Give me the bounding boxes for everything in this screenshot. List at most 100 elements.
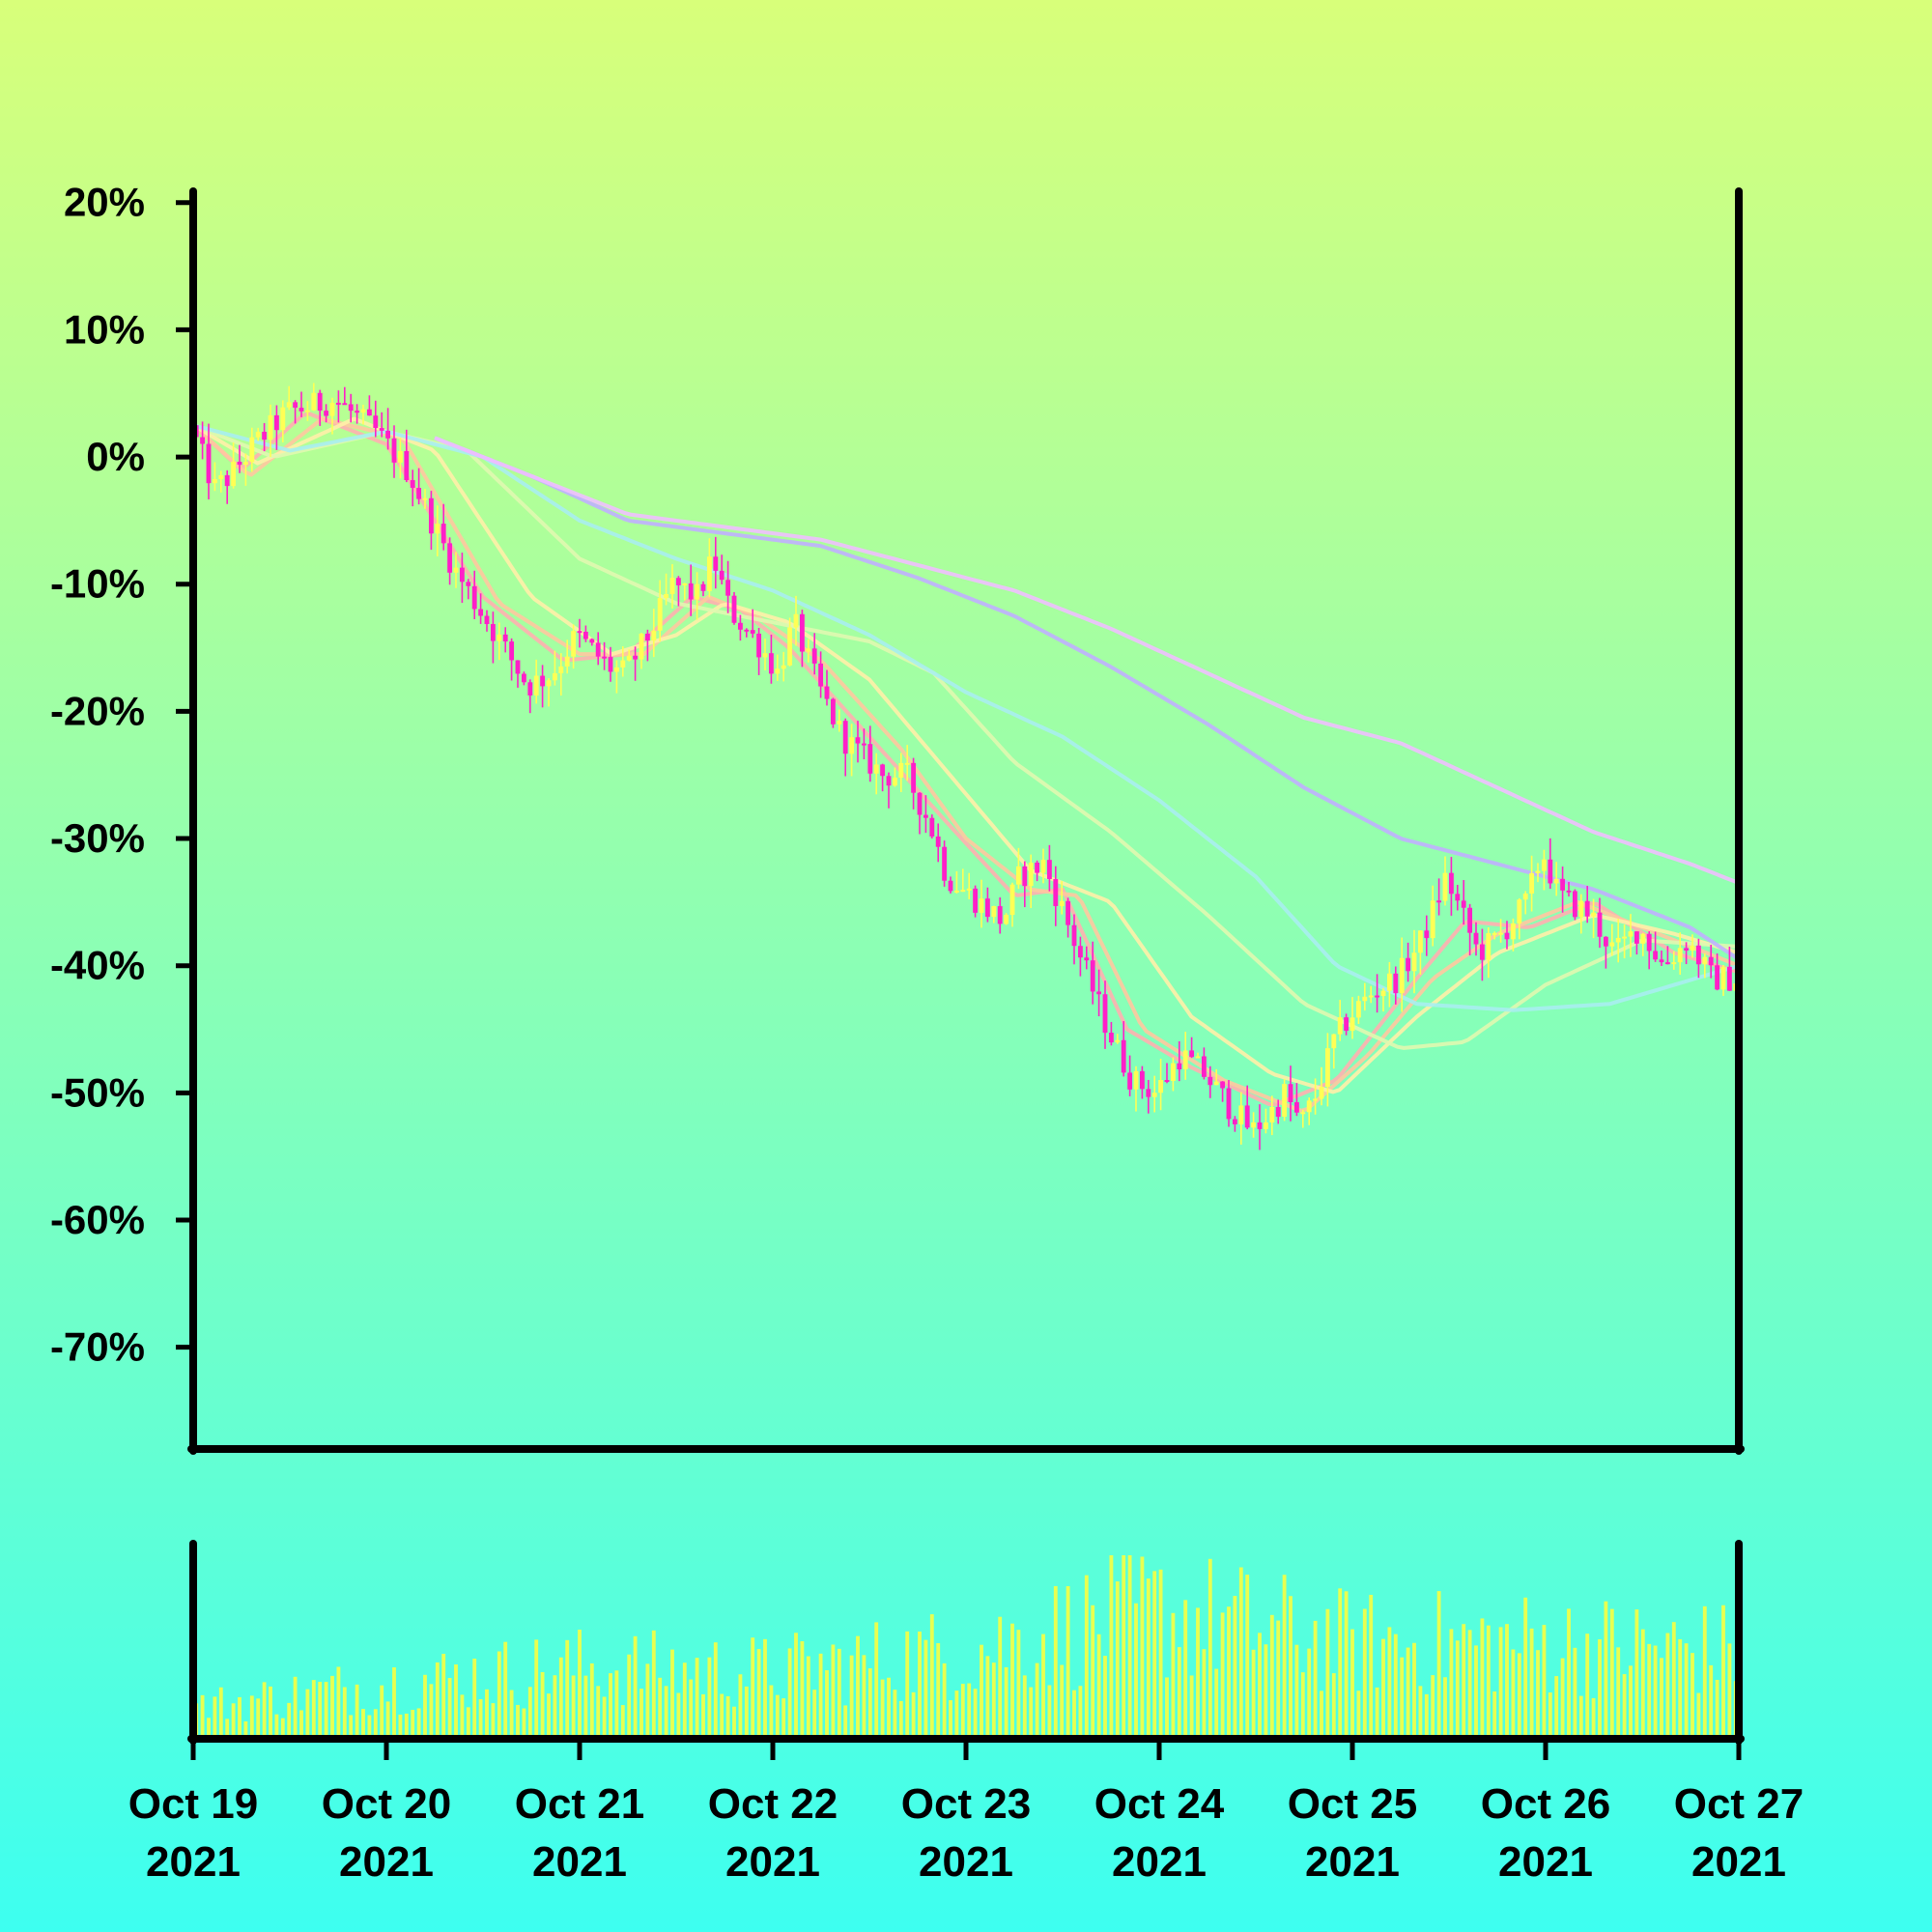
- volume-bar: [497, 1651, 501, 1739]
- x-tick-label-date: Oct 21: [515, 1780, 645, 1828]
- candle-body: [324, 411, 329, 416]
- volume-bar: [1560, 1658, 1565, 1739]
- candle-body: [373, 415, 379, 429]
- volume-bar: [905, 1631, 910, 1739]
- candle-body: [242, 462, 248, 466]
- volume-bar: [1331, 1673, 1336, 1739]
- volume-bar: [225, 1719, 230, 1739]
- candle-body: [644, 633, 650, 641]
- candle-body: [602, 656, 608, 659]
- candle-body: [273, 414, 279, 431]
- volume-bar: [200, 1694, 205, 1739]
- candle-body: [997, 906, 1003, 924]
- volume-bar: [553, 1675, 557, 1739]
- candle-body: [1695, 945, 1701, 965]
- candle-body: [1170, 1063, 1176, 1081]
- volume-bar: [1041, 1634, 1045, 1739]
- volume-bar: [843, 1705, 848, 1739]
- candle-body: [1232, 1119, 1237, 1124]
- candle-body: [1386, 973, 1392, 991]
- volume-bar: [806, 1656, 810, 1739]
- candle-body: [311, 392, 317, 411]
- volume-bar: [1517, 1653, 1521, 1739]
- candle-body: [206, 443, 212, 484]
- volume-bar: [1709, 1664, 1714, 1739]
- volume-bar: [1412, 1642, 1416, 1739]
- candle-body: [280, 407, 286, 431]
- candle-body: [1040, 860, 1046, 873]
- volume-bar: [633, 1635, 638, 1739]
- volume-bar: [1536, 1650, 1540, 1739]
- candle-body: [577, 631, 582, 634]
- volume-bar: [1313, 1620, 1318, 1739]
- candle-body: [1177, 1063, 1182, 1070]
- volume-bar: [751, 1637, 755, 1739]
- volume-bar: [744, 1686, 749, 1739]
- volume-bar: [658, 1677, 663, 1739]
- volume-bar: [720, 1693, 724, 1739]
- candle-body: [725, 580, 731, 596]
- candle-body: [762, 653, 768, 658]
- volume-bar: [639, 1689, 643, 1739]
- volume-bar: [898, 1700, 903, 1739]
- volume-bar: [466, 1707, 470, 1739]
- candle-body: [830, 698, 836, 724]
- candle-body: [533, 675, 539, 696]
- volume-bar: [1455, 1640, 1460, 1739]
- volume-bar: [361, 1709, 365, 1739]
- candle-body: [1164, 1080, 1170, 1083]
- y-tick-label: -10%: [50, 561, 145, 607]
- candle-body: [1671, 962, 1677, 965]
- volume-bars: [194, 1555, 1738, 1739]
- candle-body: [286, 402, 292, 408]
- volume-bar: [1115, 1581, 1120, 1739]
- volume-bar: [1350, 1629, 1354, 1739]
- volume-bar: [571, 1675, 576, 1739]
- volume-bar: [1338, 1588, 1343, 1739]
- candle-body: [1659, 959, 1664, 963]
- candle-body: [490, 624, 496, 641]
- candle-body: [1238, 1105, 1244, 1124]
- volume-bar: [287, 1702, 292, 1739]
- volume-bar: [794, 1633, 798, 1739]
- candle-body: [633, 655, 639, 660]
- volume-bar: [998, 1616, 1003, 1739]
- volume-bar: [472, 1658, 477, 1739]
- candle-body: [1158, 1080, 1164, 1094]
- volume-bar: [1665, 1633, 1670, 1739]
- volume-bar: [1467, 1630, 1472, 1739]
- candle-body: [991, 906, 997, 918]
- candle-body: [571, 631, 577, 657]
- candle-body: [237, 461, 242, 466]
- candle-body: [1640, 933, 1646, 944]
- volume-bar: [1362, 1608, 1367, 1739]
- volume-bar: [231, 1703, 236, 1739]
- moving-average-line: [193, 423, 1739, 1012]
- volume-bar: [1325, 1608, 1330, 1739]
- volume-bar: [385, 1701, 390, 1739]
- volume-bar: [1140, 1556, 1145, 1739]
- candle-body: [1362, 996, 1368, 1002]
- candle-body: [391, 438, 397, 463]
- volume-bar: [1035, 1662, 1039, 1739]
- candle-body: [1071, 924, 1077, 947]
- candle-body: [1622, 936, 1628, 939]
- candle-body: [1510, 923, 1516, 940]
- volume-bar: [911, 1691, 916, 1739]
- candle-body: [626, 655, 632, 661]
- volume-bar: [547, 1693, 551, 1739]
- volume-bar: [1480, 1618, 1485, 1739]
- volume-bar: [1462, 1624, 1466, 1739]
- volume-bar: [558, 1657, 563, 1739]
- volume-bar: [583, 1675, 588, 1739]
- candle-body: [1609, 942, 1615, 947]
- candle-body: [1541, 859, 1547, 871]
- volume-bar: [880, 1679, 885, 1739]
- candle-body: [435, 524, 440, 534]
- candle-body: [497, 634, 502, 641]
- volume-bar: [1091, 1605, 1095, 1739]
- candle-body: [1677, 948, 1683, 963]
- volume-bar: [1721, 1605, 1725, 1739]
- candle-body: [1690, 945, 1695, 952]
- volume-bar: [1010, 1623, 1014, 1739]
